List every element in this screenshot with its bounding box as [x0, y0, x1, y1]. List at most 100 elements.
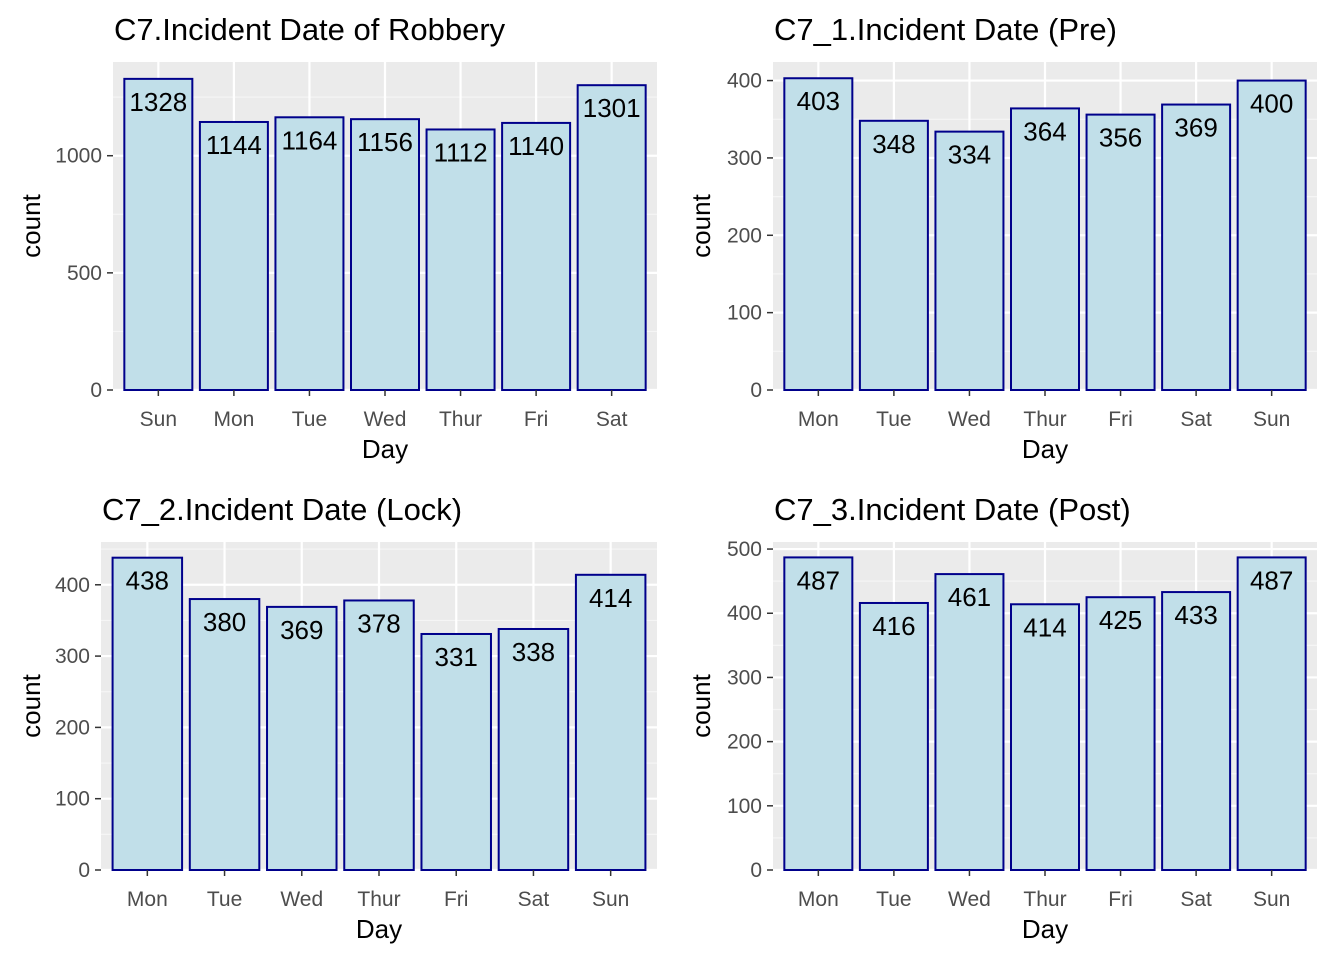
x-tick-label: Tue: [292, 408, 327, 431]
bar-sat: [1161, 591, 1232, 871]
bar-sat: [497, 627, 570, 872]
x-tick-label: Sun: [140, 408, 177, 431]
y-tick-label: 0: [750, 859, 762, 882]
data-label: 378: [357, 608, 400, 638]
bar-sun: [1236, 556, 1307, 871]
y-tick-label: 400: [55, 574, 90, 597]
y-tick-label: 100: [727, 302, 762, 325]
x-tick-label: Wed: [948, 408, 991, 431]
y-tick-label: 300: [727, 147, 762, 170]
data-label: 416: [872, 611, 915, 641]
bar-fri: [501, 121, 572, 392]
y-tick-label: 500: [67, 262, 102, 285]
y-tick-label: 200: [727, 224, 762, 247]
data-label: 414: [1023, 612, 1066, 642]
data-label: 400: [1250, 89, 1293, 119]
y-axis-title: count: [16, 193, 46, 257]
bar-thur: [343, 599, 415, 871]
y-tick-label: 200: [727, 731, 762, 754]
x-tick-label: Fri: [1108, 888, 1133, 911]
data-label: 1140: [508, 131, 564, 161]
y-tick-label: 200: [55, 716, 90, 739]
x-tick-label: Tue: [207, 888, 242, 911]
x-tick-label: Mon: [798, 408, 839, 431]
x-tick-label: Wed: [364, 408, 407, 431]
data-label: 1301: [583, 93, 641, 123]
x-axis-title: Day: [1022, 914, 1068, 944]
chart-title: C7.Incident Date of Robbery: [114, 12, 506, 47]
bar-sun: [574, 573, 647, 871]
x-tick-label: Fri: [524, 408, 549, 431]
data-label: 1328: [129, 87, 187, 117]
data-label: 1156: [357, 127, 413, 157]
x-tick-label: Sun: [1253, 408, 1290, 431]
x-tick-label: Thur: [1023, 408, 1066, 431]
chart-panel-3: C7_2.Incident Date (Lock) 438 380 369 378 331…: [16, 492, 657, 944]
x-tick-label: Thur: [357, 888, 400, 911]
bar-thur: [1010, 603, 1080, 871]
y-tick-label: 0: [78, 859, 90, 882]
bar-wed: [350, 118, 420, 391]
x-tick-label: Sat: [596, 408, 628, 431]
x-tick-label: Sat: [1180, 408, 1212, 431]
y-tick-label: 300: [727, 666, 762, 689]
bar-thur: [1010, 107, 1080, 391]
x-tick-label: Fri: [1108, 408, 1133, 431]
y-tick-label: 1000: [55, 145, 102, 168]
data-label: 348: [872, 129, 915, 159]
data-label: 433: [1174, 600, 1217, 630]
bar-tue: [188, 598, 261, 871]
bar-sun: [123, 77, 194, 392]
x-tick-label: Tue: [876, 888, 911, 911]
bar-tue: [274, 116, 345, 391]
x-tick-label: Mon: [127, 888, 168, 911]
data-label: 369: [1174, 113, 1217, 143]
x-axis-title: Day: [356, 914, 402, 944]
bar-sun: [1236, 79, 1307, 391]
data-label: 331: [435, 642, 478, 672]
bar-wed: [266, 605, 338, 871]
y-tick-label: 400: [727, 602, 762, 625]
bar-sat: [576, 84, 647, 392]
y-tick-label: 0: [750, 379, 762, 402]
data-label: 1112: [434, 137, 488, 167]
data-label: 487: [797, 565, 840, 595]
chart-panel-2: C7_1.Incident Date (Pre) 403 348 334 364 356 3…: [686, 12, 1317, 464]
bar-sat: [1161, 103, 1232, 391]
bar-tue: [858, 601, 929, 871]
bar-tue: [858, 119, 929, 391]
y-tick-label: 300: [55, 645, 90, 668]
y-axis-title: count: [686, 673, 716, 737]
x-tick-label: Sat: [518, 888, 550, 911]
x-tick-label: Thur: [1023, 888, 1066, 911]
data-label: 380: [203, 607, 246, 637]
x-tick-label: Wed: [948, 888, 991, 911]
x-tick-label: Mon: [213, 408, 254, 431]
y-tick-label: 400: [727, 70, 762, 93]
x-tick-label: Fri: [444, 888, 469, 911]
bar-mon: [783, 77, 854, 392]
bar-fri: [1085, 596, 1156, 871]
x-tick-label: Wed: [280, 888, 323, 911]
data-label: 461: [948, 582, 991, 612]
x-tick-label: Sat: [1180, 888, 1212, 911]
chart-title: C7_3.Incident Date (Post): [774, 492, 1131, 527]
data-label: 334: [948, 140, 991, 170]
x-tick-label: Sun: [1253, 888, 1290, 911]
data-label: 438: [126, 566, 169, 596]
data-label: 425: [1099, 605, 1142, 635]
bar-fri: [1085, 113, 1156, 392]
y-axis-title: count: [16, 673, 46, 737]
data-label: 338: [512, 637, 555, 667]
y-tick-label: 100: [55, 788, 90, 811]
data-label: 487: [1250, 565, 1293, 595]
chart-panel-4: C7_3.Incident Date (Post) 487 416 461 414 425…: [686, 492, 1317, 944]
x-tick-label: Tue: [876, 408, 911, 431]
data-label: 356: [1099, 123, 1142, 153]
x-axis-title: Day: [1022, 434, 1068, 464]
x-tick-label: Sun: [592, 888, 629, 911]
x-tick-label: Thur: [439, 408, 482, 431]
bar-wed: [934, 130, 1005, 391]
x-axis-title: Day: [362, 434, 408, 464]
